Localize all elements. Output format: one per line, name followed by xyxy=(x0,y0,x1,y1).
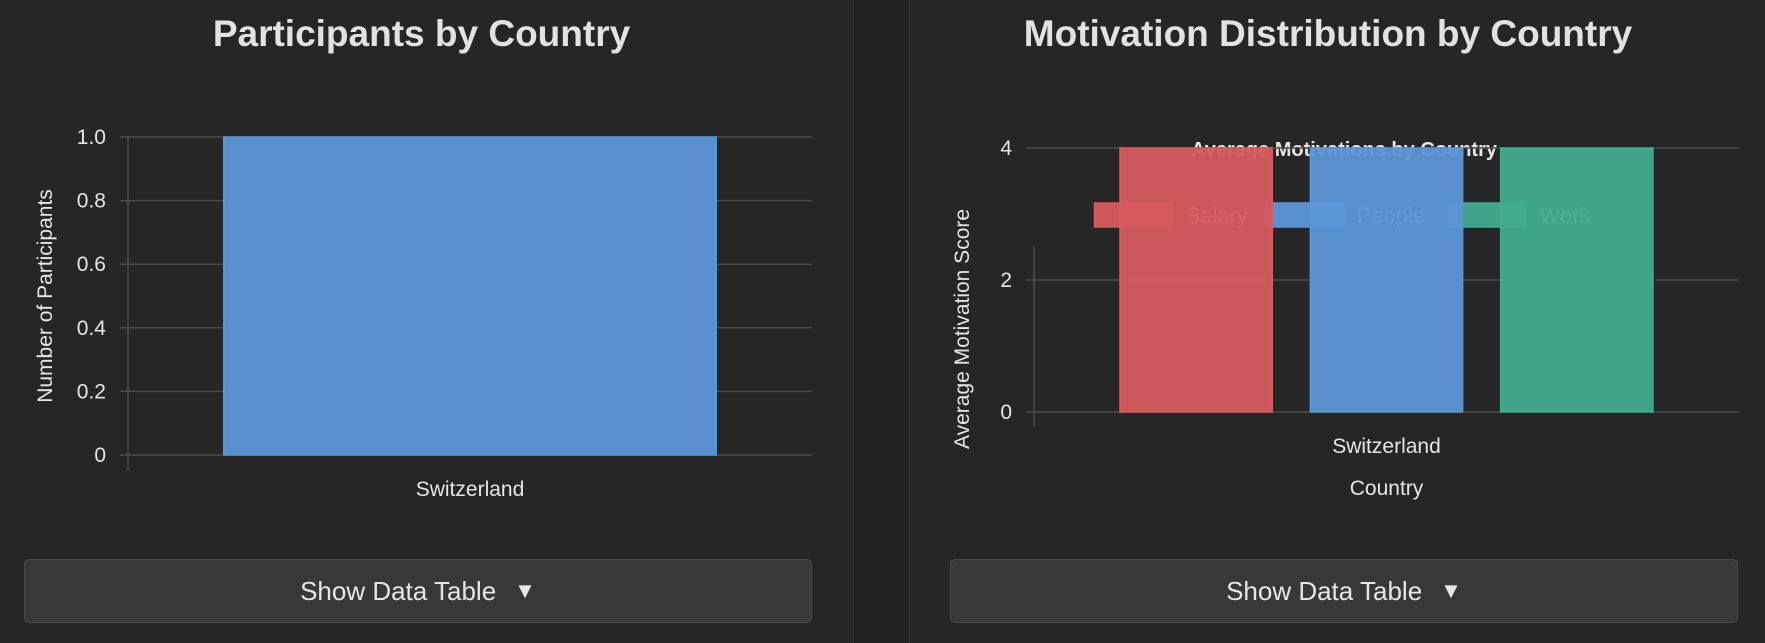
motivation-panel: Motivation Distribution by Country Avera… xyxy=(910,0,1765,643)
button-label: Show Data Table xyxy=(300,575,497,606)
y-tick-label: 0.8 xyxy=(77,190,106,213)
panel-title: Participants by Country xyxy=(212,13,631,54)
y-tick-label: 0.2 xyxy=(77,380,106,403)
chevron-down-icon: ▼ xyxy=(514,578,536,603)
y-axis-title: Average Motivation Score xyxy=(951,209,974,449)
bar-switzerland xyxy=(223,136,717,456)
bar-work xyxy=(1499,147,1654,413)
button-label: Show Data Table xyxy=(1226,575,1423,606)
participants-chart: 0 0.2 0.4 0.6 0.8 1.0 Switzerland Number of Par… xyxy=(34,126,812,501)
chevron-down-icon: ▼ xyxy=(1440,578,1462,603)
x-tick-label: Switzerland xyxy=(1332,435,1441,458)
x-tick-label: Switzerland xyxy=(416,478,525,501)
panel-divider xyxy=(853,0,910,643)
y-tick-label: 2 xyxy=(1000,269,1012,292)
motivation-chart: Average Motivations by CountrySalaryPeop… xyxy=(951,137,1739,500)
bar-salary xyxy=(1119,147,1274,413)
y-tick-label: 0.4 xyxy=(77,317,107,340)
y-axis-title: Number of Participants xyxy=(34,189,57,403)
participants-panel: Participants by Country 0 0.2 0.4 0.6 0.8 1.0… xyxy=(0,0,853,643)
bar-people xyxy=(1309,147,1464,413)
y-tick-label: 4 xyxy=(1000,137,1012,160)
panel-title: Motivation Distribution by Country xyxy=(1023,13,1633,54)
y-tick-label: 0 xyxy=(1000,401,1012,424)
show-data-table-button[interactable]: Show Data Table ▼ xyxy=(24,559,812,623)
show-data-table-button[interactable]: Show Data Table ▼ xyxy=(950,559,1738,623)
y-tick-label: 0.6 xyxy=(77,253,106,276)
x-axis-title: Country xyxy=(1350,477,1424,500)
y-tick-label: 1.0 xyxy=(77,126,106,149)
y-tick-label: 0 xyxy=(94,444,106,467)
